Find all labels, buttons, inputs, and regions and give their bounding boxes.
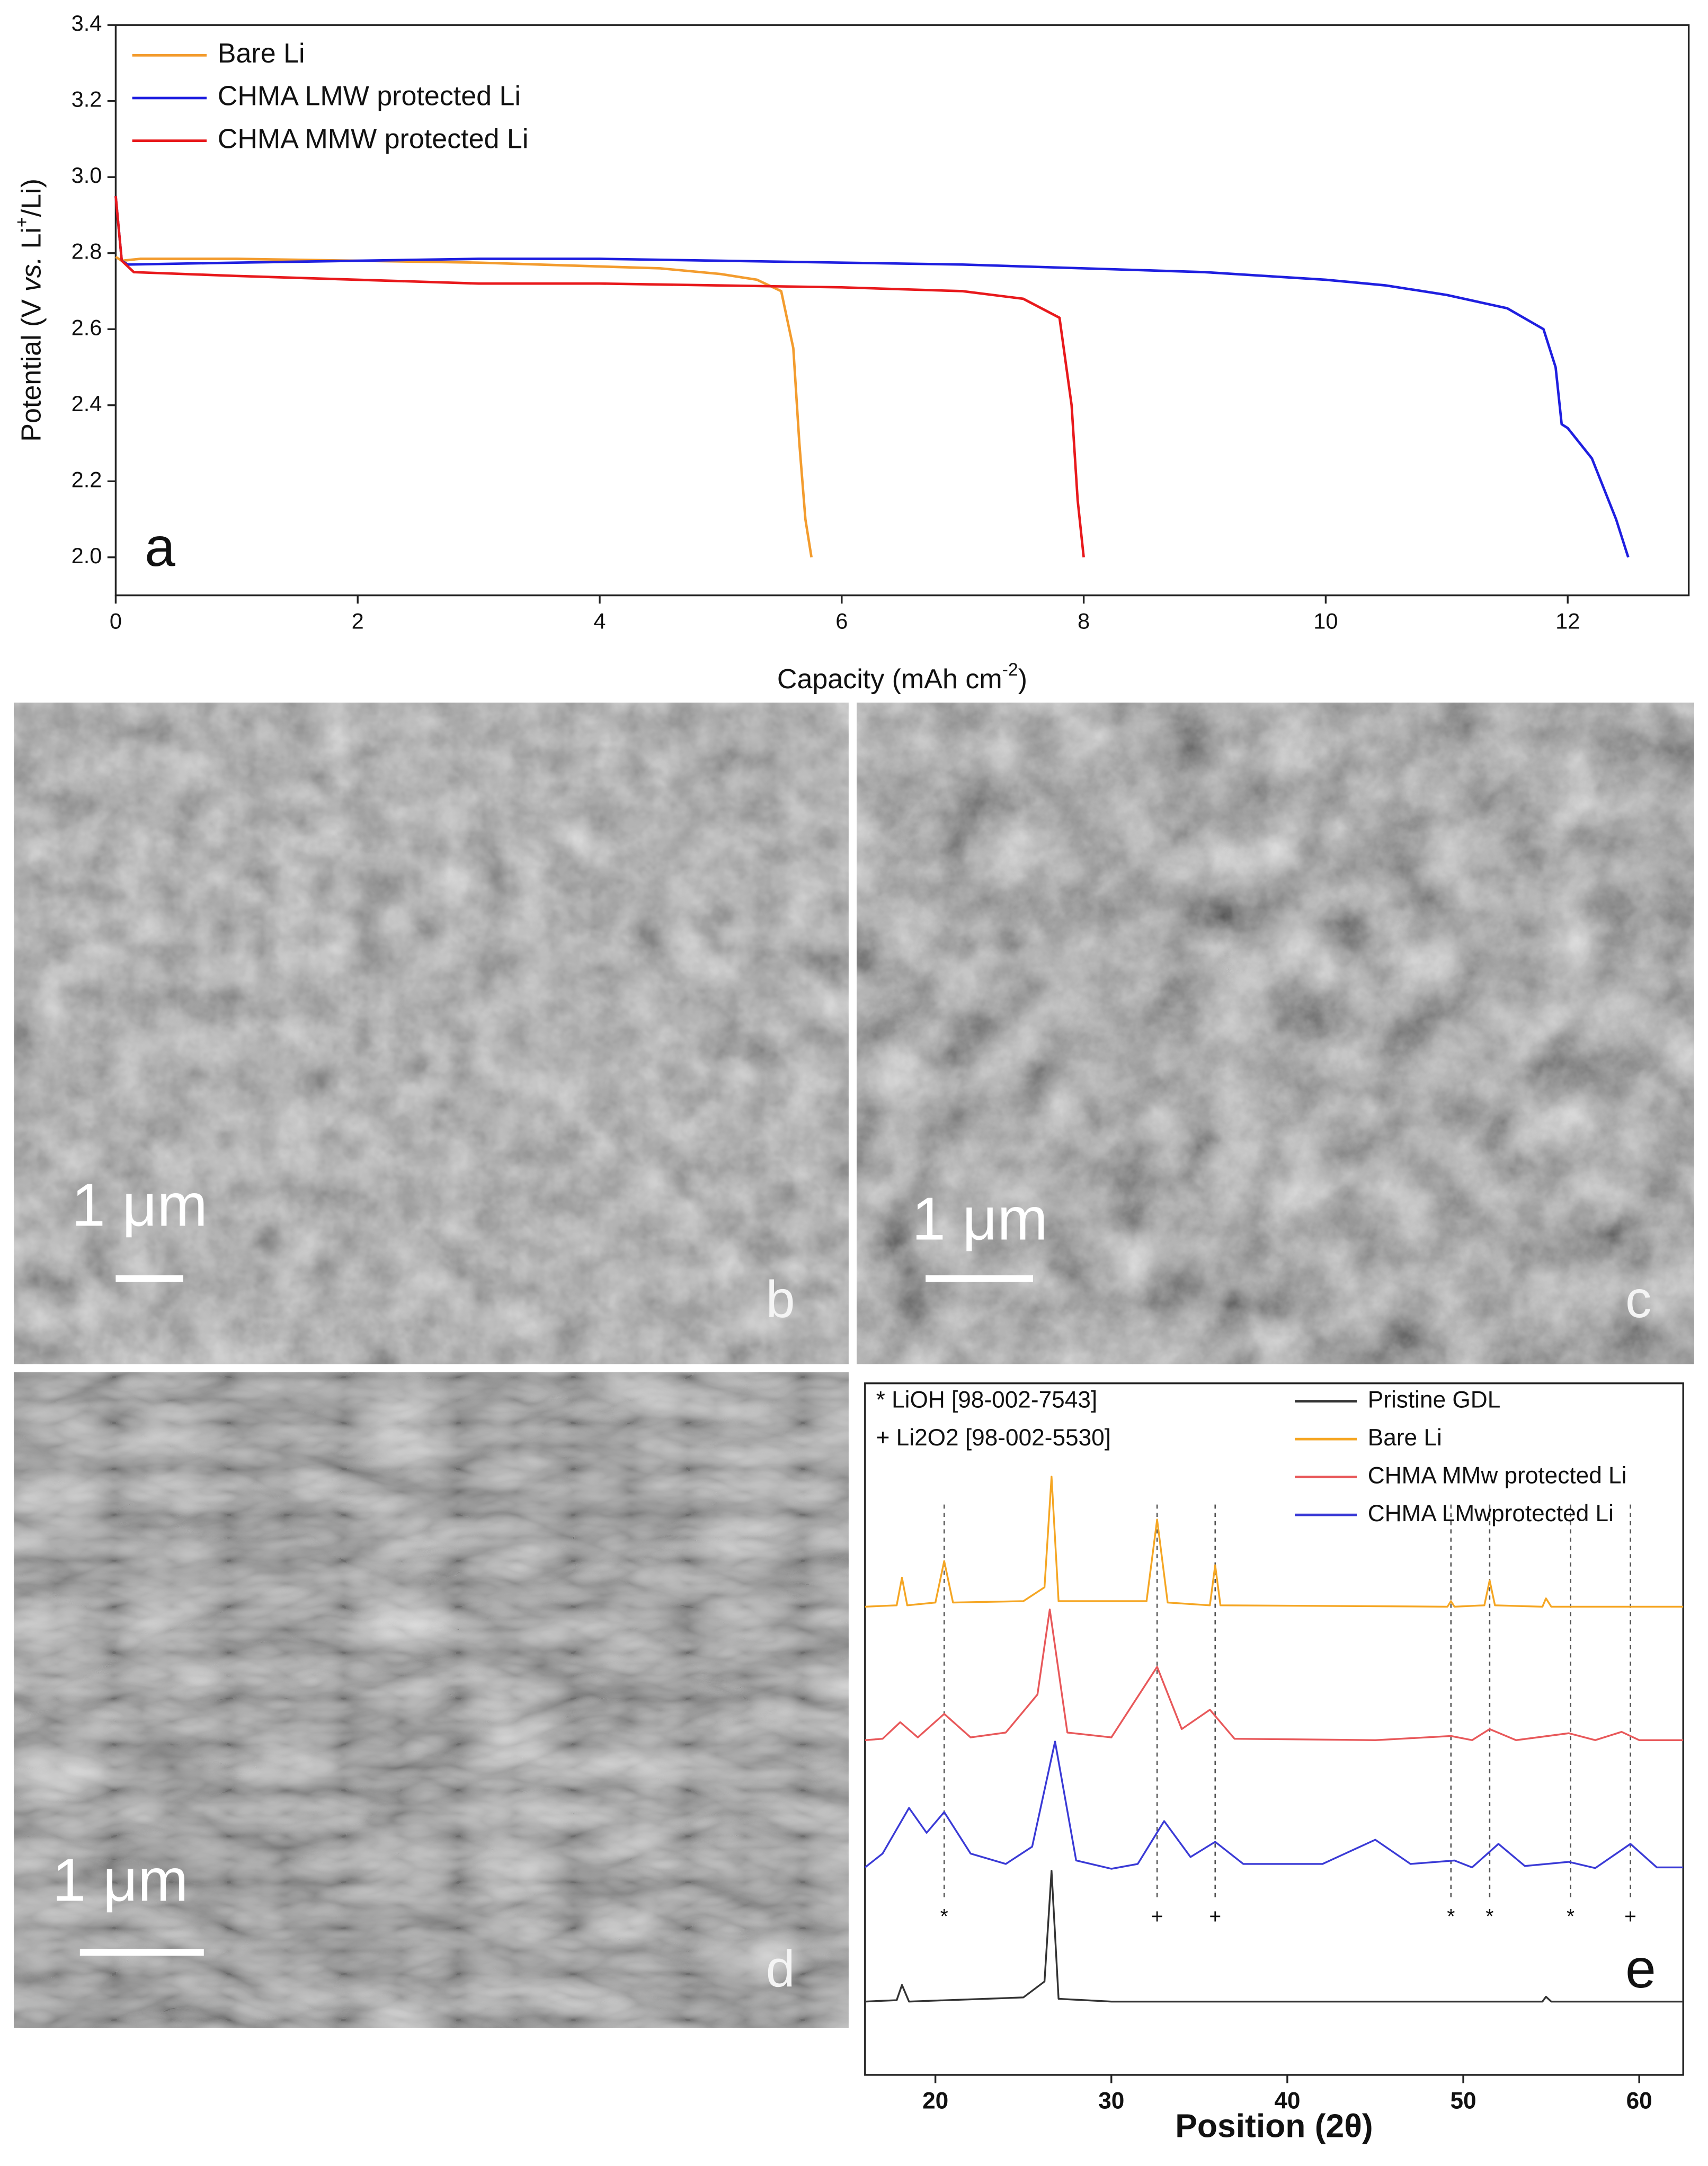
y-tick-label: 3.2 (72, 87, 102, 112)
plot-frame (114, 24, 1690, 597)
y-axis-label: Potential (V vs. Li+/Li) (12, 179, 47, 442)
x-tick-label: 0 (110, 609, 122, 634)
label-part: Potential (V (16, 291, 47, 441)
x-axis-label: Position (2θ) (1175, 2108, 1373, 2145)
annotation: + Li2O2 [98-002-5530] (876, 1425, 1111, 1451)
legend-label: CHMA LMW protected Li (218, 81, 521, 112)
legend-label: Bare Li (218, 38, 305, 69)
y-tick-label: 2.8 (72, 239, 102, 264)
y-tick-label: 2.2 (72, 467, 102, 492)
reflection-symbol: * (940, 1905, 948, 1928)
y-tick-label: 2.4 (72, 391, 102, 416)
label-part: Li (16, 227, 47, 256)
x-tick-label: 2 (352, 609, 364, 634)
reflection-symbol: + (1209, 1905, 1221, 1928)
x-tick-label: 40 (1274, 2088, 1300, 2114)
y-tick-label: 3.0 (72, 163, 102, 188)
sem-texture (14, 703, 849, 1364)
series-line (865, 1870, 1684, 2003)
reflection-symbol: * (1567, 1905, 1574, 1928)
annotation: * LiOH [98-002-7543] (876, 1387, 1098, 1413)
legend-label: Bare Li (1368, 1425, 1442, 1451)
series-line (864, 1741, 1684, 1870)
plot-frame (864, 1382, 1684, 2076)
reflection-symbol: * (1485, 1905, 1493, 1928)
x-tick-label: 6 (835, 609, 848, 634)
panel-label: b (766, 1270, 795, 1328)
sem-texture (857, 703, 1694, 1364)
y-tick-label: 3.4 (72, 11, 102, 35)
sem-image-c: 1 μm c (857, 703, 1694, 1364)
scale-bar-label: 1 μm (52, 1846, 189, 1914)
label-part: ) (1018, 664, 1027, 695)
reflection-symbol: + (1151, 1905, 1163, 1928)
series-line (865, 1608, 1684, 1741)
sem-image-d: 1 μm d (14, 1372, 849, 2028)
panel-label: a (145, 517, 175, 578)
label-part: vs. (16, 256, 47, 291)
series-line (115, 255, 813, 558)
sem-image-b: 1 μm b (14, 703, 849, 1364)
sem-texture (14, 1372, 849, 2028)
y-tick-label: 2.0 (72, 543, 102, 568)
x-axis-label: Capacity (mAh cm-2) (777, 660, 1027, 695)
reflection-symbol: + (1624, 1905, 1636, 1928)
x-tick-label: 12 (1555, 609, 1580, 634)
x-tick-label: 20 (922, 2088, 948, 2114)
x-tick-label: 60 (1626, 2088, 1652, 2114)
panel-label: e (1625, 1938, 1656, 2000)
legend-label: Pristine GDL (1368, 1387, 1500, 1413)
series-line (865, 1476, 1684, 1608)
x-tick-label: 30 (1098, 2088, 1124, 2114)
label-part: Capacity (mAh cm (777, 664, 1002, 695)
panel-label: c (1625, 1270, 1651, 1328)
x-tick-label: 50 (1450, 2088, 1476, 2114)
x-tick-label: 10 (1313, 609, 1338, 634)
label-part: -2 (1002, 660, 1018, 680)
x-tick-label: 8 (1078, 609, 1090, 634)
legend-label: CHMA MMW protected Li (218, 123, 529, 154)
series-line (114, 196, 1630, 558)
legend-label: CHMA LMwprotected Li (1368, 1501, 1614, 1526)
scale-bar-label: 1 μm (912, 1185, 1048, 1253)
label-part: Position (2θ) (1175, 2108, 1373, 2145)
label-part: /Li) (16, 179, 47, 217)
x-tick-label: 4 (593, 609, 606, 634)
panel-label: d (766, 1940, 795, 1998)
series-line (114, 196, 1085, 558)
reflection-symbol: * (1447, 1905, 1455, 1928)
label-part: + (12, 217, 32, 227)
legend-label: CHMA MMw protected Li (1368, 1462, 1627, 1488)
scale-bar-label: 1 μm (72, 1171, 208, 1239)
y-tick-label: 2.6 (72, 315, 102, 340)
